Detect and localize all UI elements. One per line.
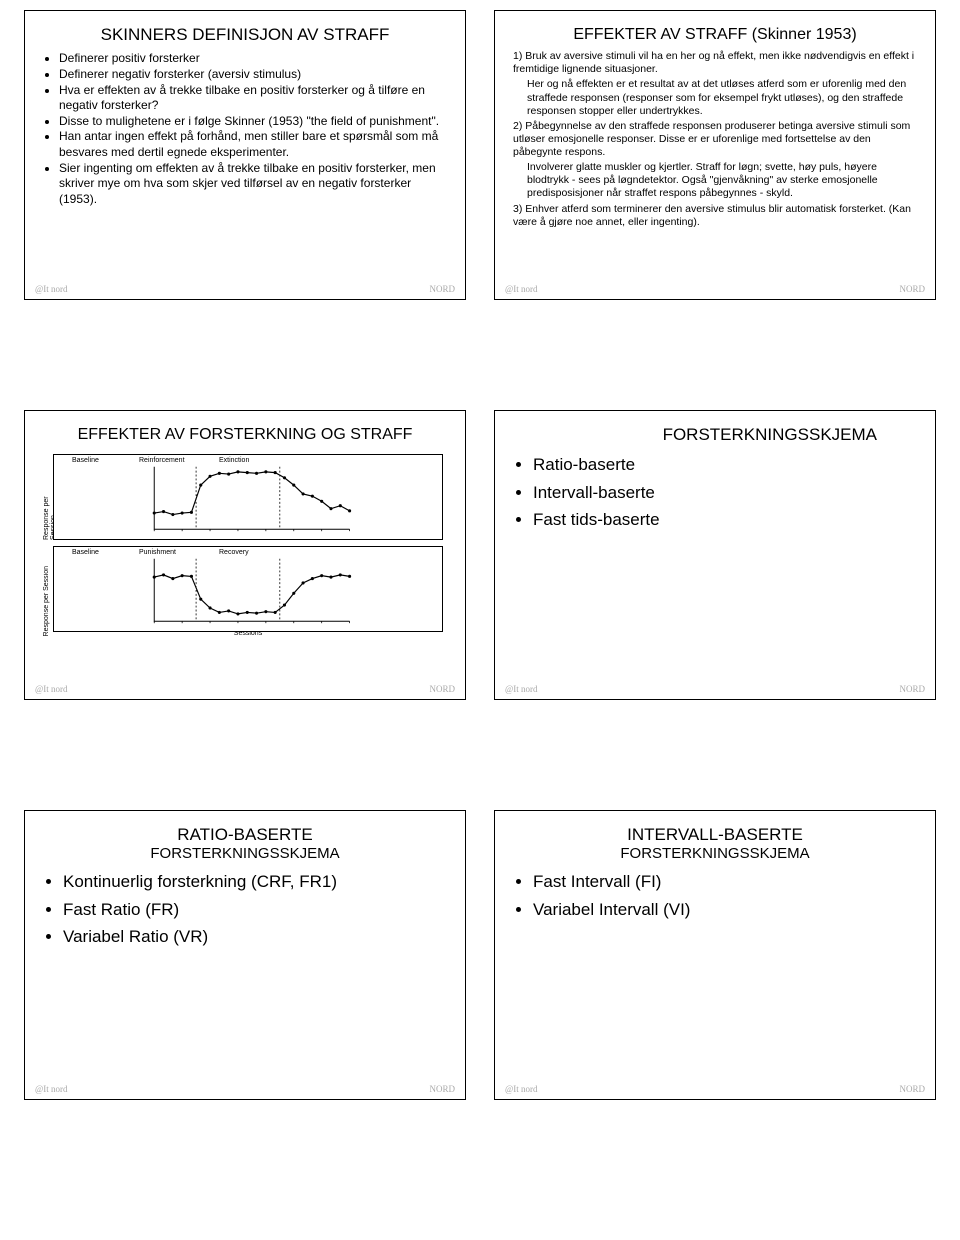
y-axis-label: Response per Session [43,566,50,636]
slide-footer: @It nord NORD [35,1085,455,1093]
chart-svg [54,547,442,631]
slide-1: SKINNERS DEFINISJON AV STRAFF Definerer … [24,10,466,300]
slide-4: FORSTERKNINGSSKJEMA Ratio-baserte Interv… [494,410,936,700]
slide-footer: @It nord NORD [35,685,455,693]
bullet-list: Kontinuerlig forsterkning (CRF, FR1) Fas… [43,868,447,950]
list-item: Disse to mulighetene er i følge Skinner … [59,114,447,130]
list-item: Fast Ratio (FR) [63,896,447,923]
text-line: 1) Bruk av aversive stimuli vil ha en he… [513,50,917,76]
bullet-list: Fast Intervall (FI) Variabel Intervall (… [513,868,917,922]
slide-title: INTERVALL-BASERTE [513,825,917,845]
phase-label: Extinction [219,457,249,464]
logo-left: @It nord [35,1085,68,1093]
list-item: Variabel Ratio (VR) [63,923,447,950]
slide-footer: @It nord NORD [505,285,925,293]
logo-left: @It nord [505,285,538,293]
slide-6: INTERVALL-BASERTE FORSTERKNINGSSKJEMA Fa… [494,810,936,1100]
logo-right: NORD [429,1085,455,1093]
text-line: 2) Påbegynnelse av den straffede respons… [513,120,917,159]
chart-1: Baseline Reinforcement Extinction [53,454,443,540]
list-item: Sier ingenting om effekten av å trekke t… [59,161,447,208]
logo-left: @It nord [35,685,68,693]
logo-right: NORD [899,1085,925,1093]
list-item: Definerer positiv forsterker [59,51,447,67]
logo-right: NORD [429,685,455,693]
slide-2: EFFEKTER AV STRAFF (Skinner 1953) 1) Bru… [494,10,936,300]
logo-right: NORD [429,285,455,293]
slide-title: EFFEKTER AV STRAFF (Skinner 1953) [513,25,917,44]
chart-area: Response per Session Baseline Reinforcem… [53,454,443,637]
list-item: Intervall-baserte [533,479,917,506]
phase-label: Baseline [72,549,99,556]
slide-footer: @It nord NORD [505,1085,925,1093]
logo-left: @It nord [35,285,68,293]
slide-grid: SKINNERS DEFINISJON AV STRAFF Definerer … [10,10,950,1100]
phase-label: Punishment [139,549,176,556]
list-item: Kontinuerlig forsterkning (CRF, FR1) [63,868,447,895]
slide-title: EFFEKTER AV FORSTERKNING OG STRAFF [43,425,447,444]
bullet-list: Ratio-baserte Intervall-baserte Fast tid… [513,451,917,533]
chart-1-wrap: Response per Session Baseline Reinforcem… [53,454,443,540]
phase-label: Baseline [72,457,99,464]
list-item: Hva er effekten av å trekke tilbake en p… [59,83,447,114]
slide-3: EFFEKTER AV FORSTERKNING OG STRAFF Respo… [24,410,466,700]
dense-text: 1) Bruk av aversive stimuli vil ha en he… [513,50,917,231]
list-item: Variabel Intervall (VI) [533,896,917,923]
list-item: Fast Intervall (FI) [533,868,917,895]
bullet-list: Definerer positiv forsterker Definerer n… [43,51,447,207]
slide-subtitle: FORSTERKNINGSSKJEMA [513,845,917,862]
list-item: Definerer negativ forsterker (aversiv st… [59,67,447,83]
text-line: Involverer glatte muskler og kjertler. S… [513,161,917,200]
slide-footer: @It nord NORD [505,685,925,693]
chart-2: Baseline Punishment Recovery [53,546,443,632]
logo-left: @It nord [505,685,538,693]
list-item: Ratio-baserte [533,451,917,478]
slide-title: FORSTERKNINGSSKJEMA [513,425,917,445]
slide-footer: @It nord NORD [35,285,455,293]
slide-title: RATIO-BASERTE [43,825,447,845]
logo-right: NORD [899,685,925,693]
slide-subtitle: FORSTERKNINGSSKJEMA [43,845,447,862]
list-item: Han antar ingen effekt på forhånd, men s… [59,129,447,160]
logo-left: @It nord [505,1085,538,1093]
slide-title: SKINNERS DEFINISJON AV STRAFF [43,25,447,45]
chart-svg [54,455,442,539]
phase-label: Reinforcement [139,457,185,464]
list-item: Fast tids-baserte [533,506,917,533]
text-line: 3) Enhver atferd som terminerer den aver… [513,203,917,229]
text-line: Her og nå effekten er et resultat av at … [513,78,917,117]
phase-label: Recovery [219,549,249,556]
chart-2-wrap: Response per Session Baseline Punishment… [53,546,443,637]
logo-right: NORD [899,285,925,293]
slide-5: RATIO-BASERTE FORSTERKNINGSSKJEMA Kontin… [24,810,466,1100]
